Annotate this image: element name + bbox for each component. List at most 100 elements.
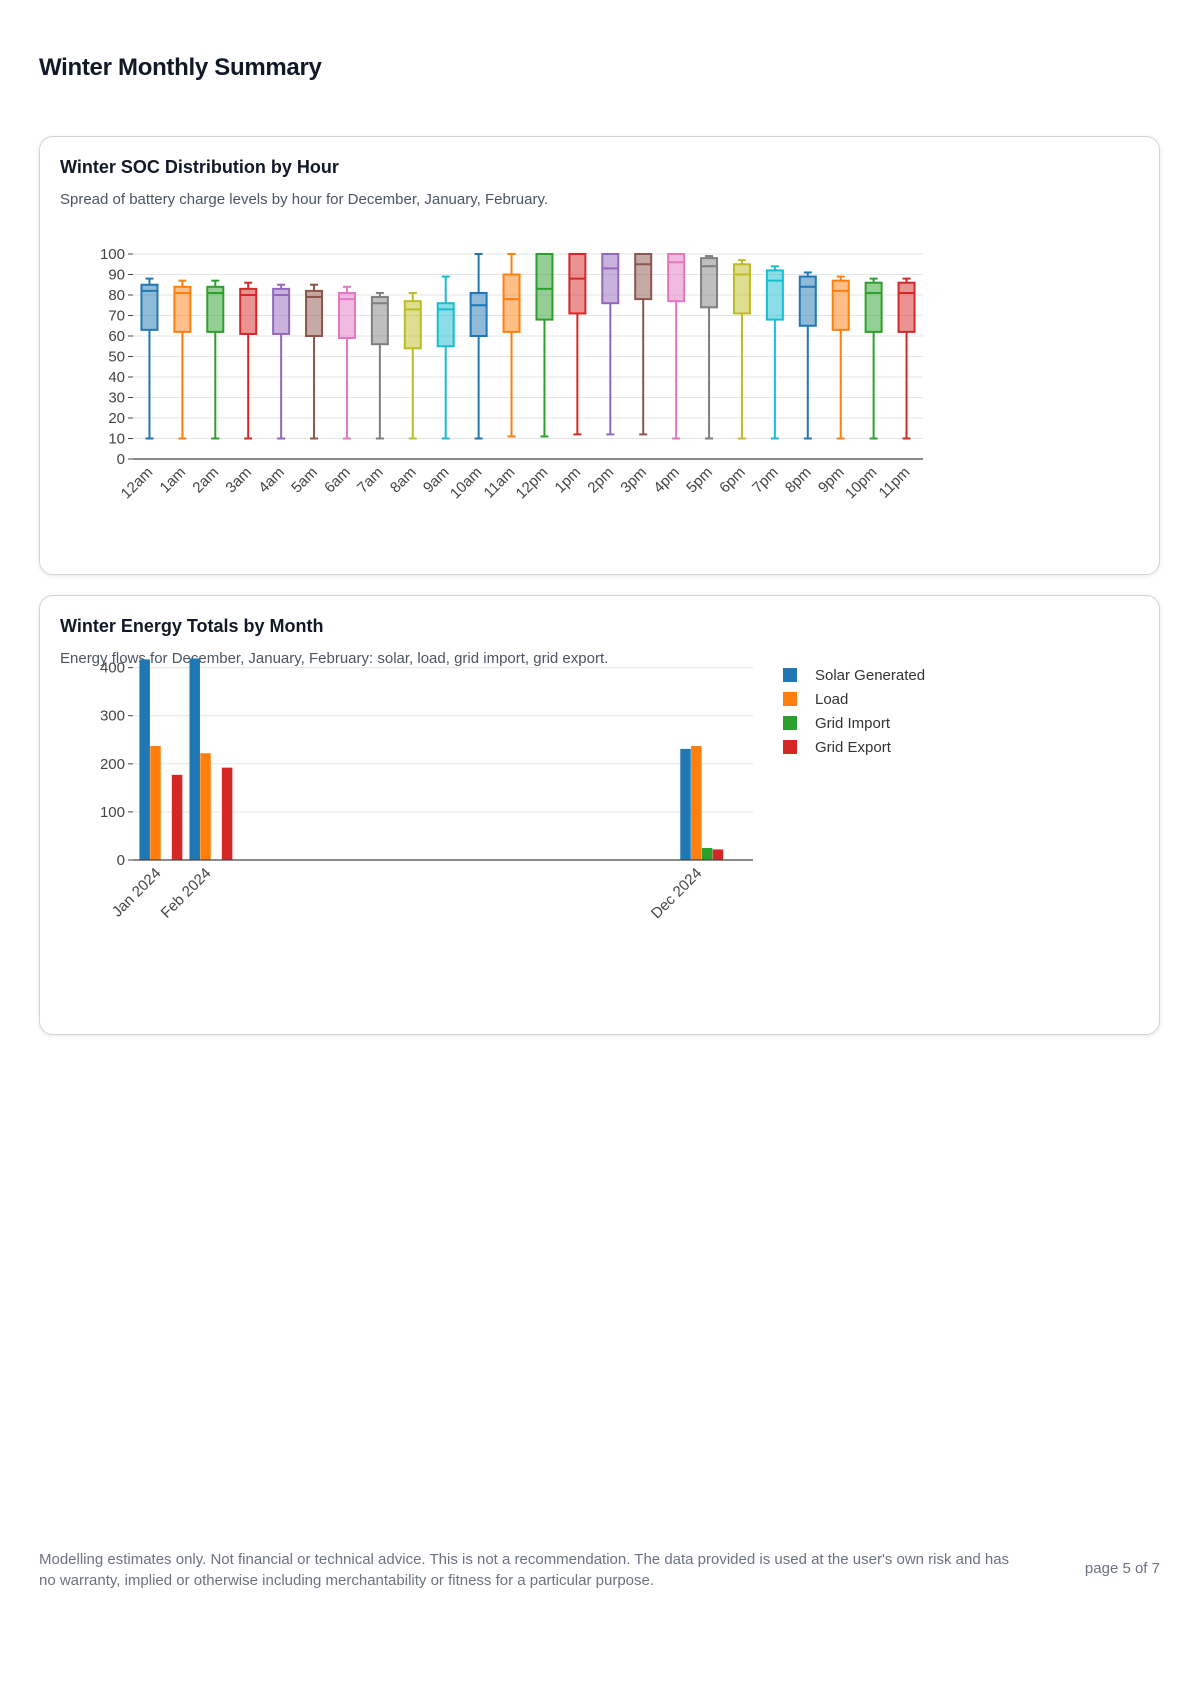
page-title: Winter Monthly Summary [39,54,322,81]
box-12am [140,277,159,440]
legend-label: Grid Import [815,715,891,732]
iqr-box [700,257,719,309]
box-4pm [667,253,686,440]
x-tick-label: Feb 2024 [158,865,215,922]
box-9am [436,275,455,440]
bar-grid-import [701,847,713,860]
box-11pm [897,277,916,440]
x-tick-label: 5am [288,464,321,497]
energy-totals-card: Winter Energy Totals by Month Energy flo… [39,595,1160,1035]
box-1pm [568,253,587,436]
box-10am [469,253,488,440]
x-tick-label: 10pm [842,464,881,503]
iqr-box [239,287,258,335]
legend-item: Grid Import [783,715,891,732]
legend-item: Load [783,691,848,708]
box-8am [403,291,422,440]
box-2am [206,279,225,440]
iqr-box [140,283,159,331]
legend-label: Solar Generated [815,667,925,684]
iqr-box [436,302,455,348]
legend-item: Grid Export [783,739,892,756]
box-3pm [634,253,653,436]
box-9pm [831,275,850,440]
x-tick-label: 6am [321,464,354,497]
page-number: page 5 of 7 [1084,1560,1160,1577]
y-tick-label: 100 [100,804,125,821]
bar-load [691,746,702,860]
iqr-box [897,281,916,333]
legend-swatch [783,740,797,754]
bar-grid-export [221,767,233,860]
bar-grid-export [171,774,183,860]
x-tick-label: 11pm [876,464,914,502]
y-tick-label: 60 [108,328,125,345]
y-tick-label: 40 [108,369,125,386]
iqr-box [667,253,686,303]
y-tick-label: 70 [108,308,125,325]
y-tick-label: 400 [100,660,125,677]
y-tick-label: 30 [108,390,125,407]
iqr-box [337,291,356,340]
iqr-box [601,253,620,305]
iqr-box [765,269,784,321]
box-1am [173,279,192,440]
x-tick-label: 3pm [617,464,650,497]
iqr-box [634,253,653,301]
legend-swatch [783,692,797,706]
box-7pm [765,265,784,440]
box-6pm [732,259,751,440]
box-8pm [798,271,817,440]
x-tick-label: 3am [222,464,255,497]
y-tick-label: 0 [117,852,125,869]
x-tick-label: 11am [481,464,519,502]
box-4am [272,283,291,440]
x-tick-label: 2pm [584,464,617,497]
soc-card-title: Winter SOC Distribution by Hour [60,157,339,177]
soc-card-description: Spread of battery charge levels by hour … [60,191,549,208]
y-tick-label: 10 [108,431,125,448]
x-tick-label: 8am [387,464,420,497]
x-tick-label: 7pm [749,464,782,497]
x-tick-label: 8pm [782,464,815,497]
iqr-box [864,281,883,333]
x-tick-label: Dec 2024 [648,865,705,922]
box-12pm [535,253,554,438]
iqr-box [272,287,291,335]
iqr-box [535,253,554,321]
bar-solar-generated [139,659,150,860]
y-tick-label: 200 [100,756,125,773]
x-tick-label: 1pm [552,464,585,497]
iqr-box [798,275,817,327]
legend-label: Grid Export [815,739,892,756]
y-tick-label: 80 [108,287,125,304]
bar-solar-generated [189,658,200,860]
iqr-box [469,291,488,337]
bar-load [200,753,211,860]
bar-load [150,746,161,860]
box-11am [502,253,521,438]
box-7am [370,291,389,440]
x-tick-label: 6pm [716,464,749,497]
box-5am [305,283,324,440]
x-tick-label: Jan 2024 [109,865,165,921]
disclaimer-text: Modelling estimates only. Not financial … [39,1551,1010,1589]
iqr-box [173,285,192,333]
x-tick-label: 4am [255,464,288,497]
legend-swatch [783,716,797,730]
box-6am [337,285,356,440]
iqr-box [502,273,521,333]
y-tick-label: 50 [108,349,125,366]
x-tick-label: 12am [118,464,157,503]
y-tick-label: 90 [108,267,125,284]
iqr-box [732,263,751,315]
box-3am [239,281,258,440]
x-tick-label: 10am [447,464,486,503]
y-tick-label: 0 [117,451,125,468]
iqr-box [831,279,850,331]
soc-box-plot: 0 10 20 30 40 50 60 70 80 90 100 12am 1am 2am 3am 4am 5a… [100,246,923,503]
x-tick-label: 1am [157,464,190,497]
iqr-box [206,285,225,333]
iqr-box [305,289,324,337]
box-10pm [864,277,883,440]
